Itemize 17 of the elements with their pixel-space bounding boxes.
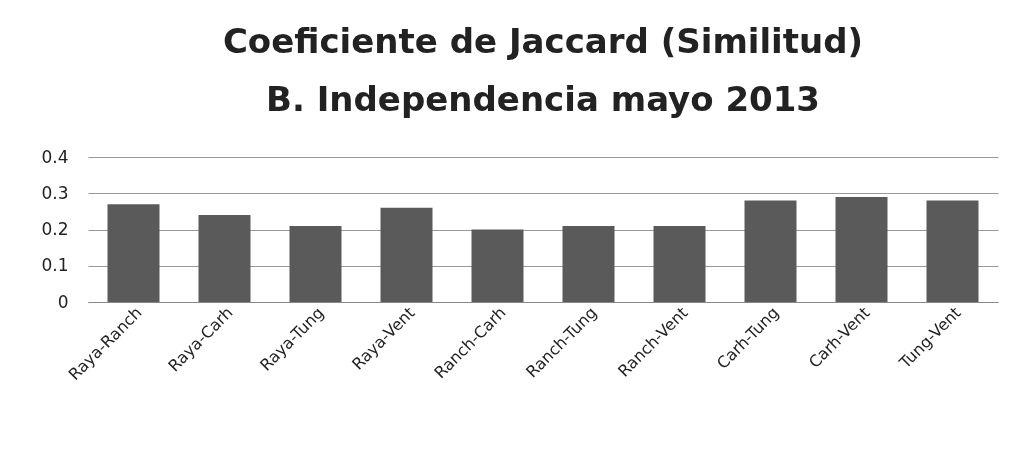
bar [380, 207, 433, 302]
y-tick-label: 0.3 [41, 182, 69, 203]
bar [926, 200, 979, 302]
y-tick-label: 0.2 [41, 219, 69, 239]
bar [107, 204, 160, 302]
bar [744, 200, 797, 302]
y-tick-label: 0 [57, 291, 69, 312]
text: Coeficiente de Jaccard (Similitud) [222, 21, 864, 61]
y-tick-label: 0.1 [41, 255, 69, 276]
bar [653, 225, 706, 302]
bar [835, 196, 888, 302]
bar [289, 225, 342, 302]
bar [562, 225, 615, 302]
text: B. Independencia mayo 2013 [265, 79, 821, 119]
bar [198, 215, 251, 302]
bar [471, 229, 524, 302]
y-tick-label: 0.4 [41, 146, 69, 167]
